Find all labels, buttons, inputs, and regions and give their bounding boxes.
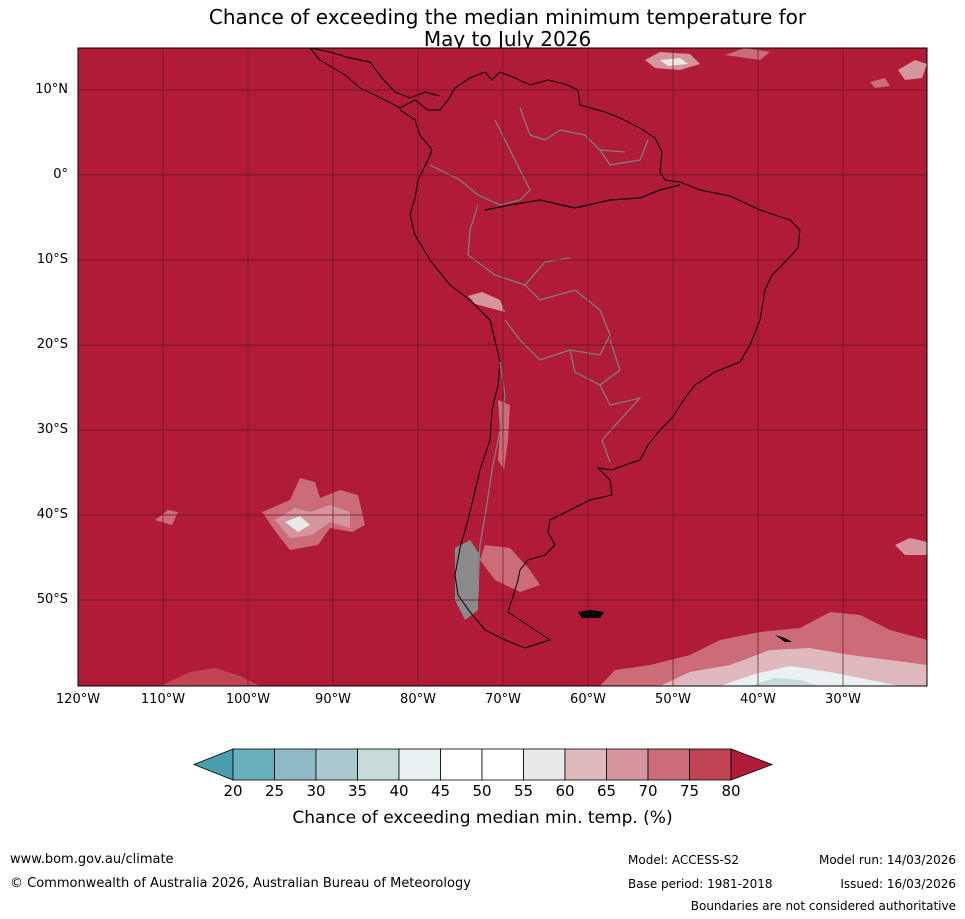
pacific-patch-mid	[275, 505, 350, 538]
north-atlantic-patch-2	[725, 48, 770, 60]
map-title-line1: Chance of exceeding the median minimum t…	[208, 5, 807, 29]
patagonia-patch	[480, 545, 540, 592]
lon-label-60w: 60°W	[570, 692, 606, 707]
map-background	[78, 48, 927, 686]
colorbar-bin	[689, 748, 732, 781]
lon-label-40w: 40°W	[740, 692, 776, 707]
border-argentina-brazil	[599, 384, 642, 463]
colorbar-tick: 60	[555, 782, 575, 800]
southern-ocean-patch-blue	[750, 678, 820, 686]
lon-label-80w: 80°W	[400, 692, 436, 707]
south-america-outline	[309, 47, 801, 649]
lat-label-10s: 10°S	[36, 252, 68, 267]
colorbar-bin	[398, 748, 441, 781]
colorbar-bin	[564, 748, 607, 781]
border-peru-brazil	[467, 204, 571, 286]
colorbar-tick: 40	[389, 782, 409, 800]
colorbar-tick: 75	[679, 782, 700, 800]
lat-label-30s: 30°S	[36, 422, 68, 437]
lon-label-90w: 90°W	[315, 692, 351, 707]
footer-copyright: © Commonwealth of Australia 2026, Austra…	[10, 876, 471, 891]
lon-label-120w: 120°W	[55, 692, 101, 707]
colorbar-bin	[440, 748, 483, 781]
colorbar-tick: 80	[721, 782, 741, 800]
north-atlantic-patch-3	[898, 60, 927, 80]
colorbar-tick: 45	[430, 782, 451, 800]
colorbar-tick: 20	[223, 782, 243, 800]
footer-disclaimer: Boundaries are not considered authoritat…	[690, 899, 956, 913]
lon-label-30w: 30°W	[825, 692, 861, 707]
andes-patch	[498, 400, 510, 470]
footer-website[interactable]: www.bom.gov.au/climate	[10, 852, 174, 867]
amazon-river	[484, 184, 681, 211]
colorbar-bin	[232, 748, 275, 781]
colorbar-over-arrow	[730, 748, 774, 781]
colorbar-tick: 35	[347, 782, 368, 800]
falkland-islands	[578, 610, 604, 618]
colorbar	[192, 748, 774, 781]
colorbar-bin	[357, 748, 400, 781]
colorbar-bin	[606, 748, 649, 781]
colorbar-bin	[274, 748, 317, 781]
colorbar-tick: 50	[472, 782, 492, 800]
map-frame	[77, 47, 928, 687]
colorbar-tick: 70	[638, 782, 658, 800]
border-suriname	[599, 139, 649, 166]
colorbar-bin	[647, 748, 690, 781]
pacific-small-patch	[155, 510, 178, 525]
north-atlantic-patch-4	[870, 78, 890, 88]
southern-ocean-patch-core	[720, 666, 900, 686]
lon-label-70w: 70°W	[485, 692, 521, 707]
colorbar-tick: 65	[596, 782, 617, 800]
footer-model-run: Model run: 14/03/2026	[818, 853, 956, 867]
lat-label-0: 0°	[53, 167, 68, 182]
map-title-line2: May to July 2026	[423, 27, 592, 51]
lat-label-40s: 40°S	[36, 507, 68, 522]
footer-base-period: Base period: 1981-2018	[628, 877, 773, 891]
pacific-patch-core	[285, 516, 310, 532]
border-chile-argentina	[477, 361, 506, 581]
colorbar-under-arrow	[192, 748, 234, 781]
central-america-outline	[309, 47, 441, 99]
north-atlantic-patch-1-core	[660, 58, 688, 66]
colorbar-label: Chance of exceeding median min. temp. (%…	[292, 808, 673, 828]
colorbar-bin	[523, 748, 566, 781]
lon-label-50w: 50°W	[655, 692, 691, 707]
altiplano-patch	[468, 292, 505, 312]
colorbar-tick: 30	[306, 782, 326, 800]
colorbar-bin	[481, 748, 524, 781]
lon-label-110w: 110°W	[140, 692, 186, 707]
south-georgia	[775, 635, 792, 642]
border-colombia	[429, 119, 531, 206]
lat-label-10n: 10°N	[35, 82, 68, 97]
colorbar-tick: 55	[513, 782, 534, 800]
colorbar-tick: 25	[264, 782, 285, 800]
footer-issued: Issued: 16/03/2026	[840, 877, 956, 891]
southwest-ocean-patch	[160, 668, 260, 686]
footer-model: Model: ACCESS-S2	[628, 853, 740, 867]
colorbar-bin	[315, 748, 358, 781]
lat-label-50s: 50°S	[36, 592, 68, 607]
lon-label-100w: 100°W	[225, 692, 271, 707]
lat-label-20s: 20°S	[36, 337, 68, 352]
country-borders	[429, 107, 649, 581]
south-atlantic-east-patch	[895, 538, 927, 555]
